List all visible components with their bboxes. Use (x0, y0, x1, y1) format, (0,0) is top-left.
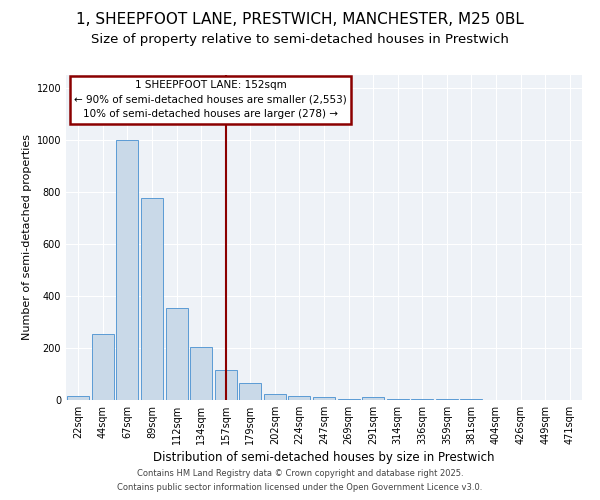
Bar (313, 398, 335, 400)
Bar (362, 398, 384, 400)
Bar (141, 198, 163, 400)
Bar (338, 398, 359, 400)
Bar (264, 394, 286, 400)
Text: 1, SHEEPFOOT LANE, PRESTWICH, MANCHESTER, M25 0BL: 1, SHEEPFOOT LANE, PRESTWICH, MANCHESTER… (76, 12, 524, 28)
Bar (92, 334, 114, 400)
Bar (239, 383, 262, 400)
Bar (289, 396, 310, 400)
Bar (166, 308, 188, 400)
X-axis label: Distribution of semi-detached houses by size in Prestwich: Distribution of semi-detached houses by … (153, 451, 495, 464)
Text: 1 SHEEPFOOT LANE: 152sqm
← 90% of semi-detached houses are smaller (2,553)
10% o: 1 SHEEPFOOT LANE: 152sqm ← 90% of semi-d… (74, 80, 347, 120)
Bar (190, 346, 212, 400)
Text: Size of property relative to semi-detached houses in Prestwich: Size of property relative to semi-detach… (91, 32, 509, 46)
Bar (116, 140, 139, 400)
Bar (215, 370, 237, 400)
Text: Contains HM Land Registry data © Crown copyright and database right 2025.: Contains HM Land Registry data © Crown c… (137, 468, 463, 477)
Bar (67, 396, 89, 400)
Bar (411, 398, 433, 400)
Bar (386, 398, 409, 400)
Text: Contains public sector information licensed under the Open Government Licence v3: Contains public sector information licen… (118, 484, 482, 492)
Y-axis label: Number of semi-detached properties: Number of semi-detached properties (22, 134, 32, 340)
